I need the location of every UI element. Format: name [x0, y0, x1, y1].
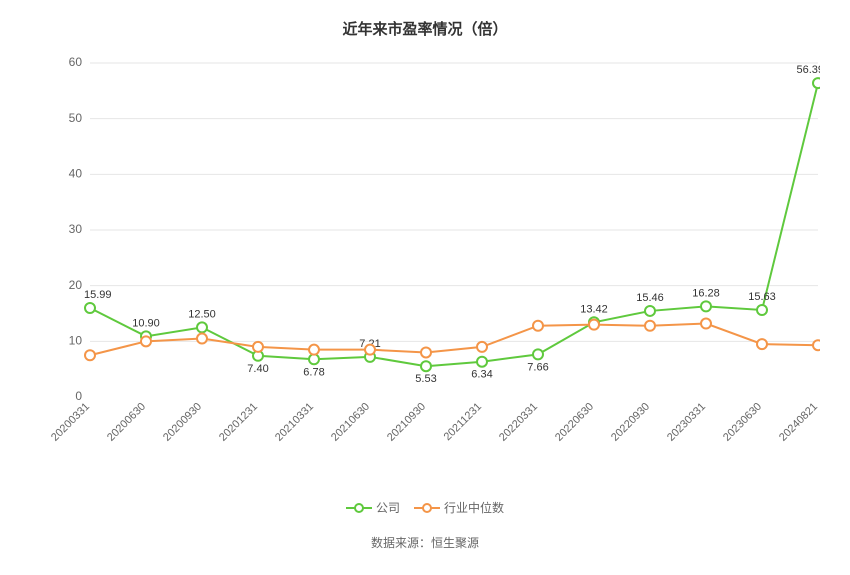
svg-text:16.28: 16.28 [692, 287, 720, 299]
svg-text:20230331: 20230331 [665, 401, 708, 444]
svg-text:20200331: 20200331 [49, 401, 92, 444]
legend-marker-company [346, 502, 372, 514]
svg-text:0: 0 [75, 389, 82, 403]
svg-text:20220930: 20220930 [609, 401, 652, 444]
svg-text:20201231: 20201231 [217, 401, 260, 444]
svg-text:15.99: 15.99 [84, 289, 112, 301]
legend-item-industry[interactable]: 行业中位数 [414, 499, 504, 516]
chart-container: 近年来市盈率情况（倍） 0 10 20 30 40 50 60 20200331 2020063… [0, 0, 850, 575]
svg-text:20220331: 20220331 [497, 401, 540, 444]
svg-text:7.66: 7.66 [527, 361, 548, 373]
svg-text:6.78: 6.78 [303, 366, 324, 378]
svg-text:6.34: 6.34 [471, 369, 492, 381]
svg-text:7.40: 7.40 [247, 363, 268, 375]
svg-text:13.42: 13.42 [580, 303, 608, 315]
svg-text:20240821: 20240821 [777, 401, 820, 444]
chart-svg: 0 10 20 30 40 50 60 20200331 20200630 20200930 202… [30, 49, 820, 479]
svg-text:15.46: 15.46 [636, 292, 664, 304]
svg-text:20210630: 20210630 [329, 401, 372, 444]
chart-title: 近年来市盈率情况（倍） [30, 18, 820, 39]
svg-text:20200630: 20200630 [105, 401, 148, 444]
svg-text:10: 10 [69, 334, 83, 348]
svg-text:20: 20 [69, 278, 83, 292]
svg-text:20230630: 20230630 [721, 401, 764, 444]
svg-text:20211231: 20211231 [442, 401, 485, 444]
svg-text:20220630: 20220630 [553, 401, 596, 444]
legend-label-company: 公司 [376, 499, 400, 516]
svg-text:20210331: 20210331 [273, 401, 316, 444]
svg-text:10.90: 10.90 [132, 317, 160, 329]
svg-text:12.50: 12.50 [188, 308, 216, 320]
svg-text:60: 60 [69, 55, 83, 69]
svg-text:5.53: 5.53 [415, 373, 436, 385]
svg-text:20210930: 20210930 [385, 401, 428, 444]
svg-text:20200930: 20200930 [161, 401, 204, 444]
svg-text:15.63: 15.63 [748, 291, 776, 303]
legend-marker-industry [414, 502, 440, 514]
svg-text:30: 30 [69, 222, 83, 236]
svg-text:50: 50 [69, 111, 83, 125]
svg-text:56.39: 56.39 [796, 64, 820, 76]
data-source: 数据来源：恒生聚源 [30, 534, 820, 551]
legend-item-company[interactable]: 公司 [346, 499, 400, 516]
legend-label-industry: 行业中位数 [444, 499, 504, 516]
plot-area: 0 10 20 30 40 50 60 20200331 20200630 20200930 202… [30, 49, 820, 479]
svg-text:40: 40 [69, 167, 83, 181]
legend: 公司 行业中位数 [30, 499, 820, 516]
